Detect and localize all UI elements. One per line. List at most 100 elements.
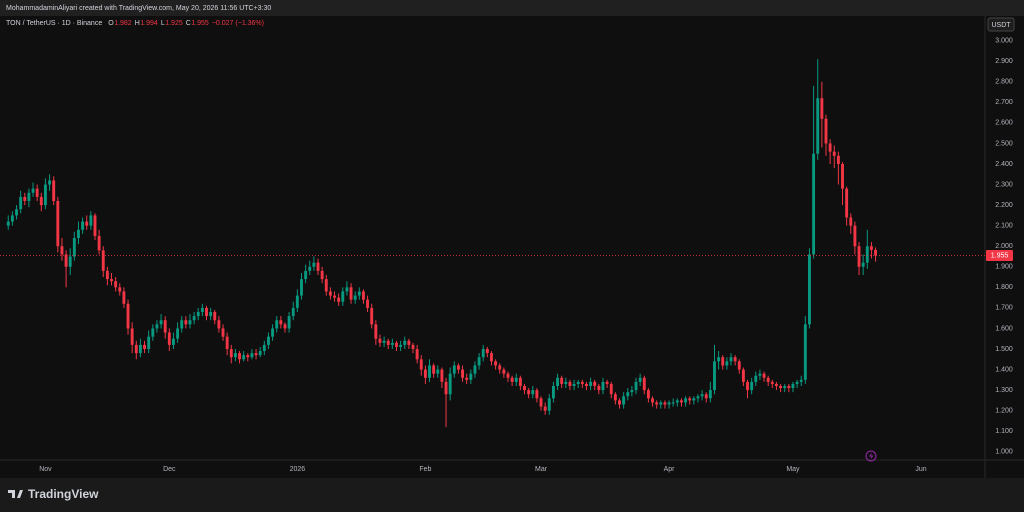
candle-body bbox=[10, 215, 14, 222]
candle-body bbox=[758, 373, 762, 376]
event-bolt bbox=[869, 452, 874, 460]
candle-body bbox=[700, 394, 704, 397]
candle-body bbox=[403, 340, 407, 345]
y-tick-label: 1.300 bbox=[995, 387, 1013, 394]
y-tick-label: 1.200 bbox=[995, 408, 1013, 415]
candle-body bbox=[238, 353, 241, 360]
x-tick-label: Feb bbox=[419, 466, 431, 473]
candle-body bbox=[857, 246, 861, 267]
candle-body bbox=[399, 344, 403, 347]
brand-name: TradingView bbox=[28, 487, 99, 501]
logo-mark bbox=[8, 490, 23, 498]
candle-body bbox=[64, 254, 68, 267]
candle-body bbox=[609, 383, 613, 395]
candle-body bbox=[874, 249, 878, 256]
candle-body bbox=[138, 344, 142, 354]
legend-value: 1.925 bbox=[165, 20, 183, 27]
candle-body bbox=[35, 188, 39, 197]
candle-body bbox=[812, 153, 816, 255]
event-icon[interactable] bbox=[865, 450, 877, 462]
currency-box[interactable] bbox=[987, 17, 1015, 32]
candle-body bbox=[143, 344, 146, 349]
legend-change: −0.027 (−1.36%) bbox=[212, 20, 264, 27]
candle-body bbox=[741, 369, 745, 382]
candle-body bbox=[498, 365, 502, 370]
x-tick-label: Apr bbox=[664, 466, 676, 473]
candle-body bbox=[667, 402, 671, 405]
candle-body bbox=[535, 390, 539, 399]
candle-body bbox=[808, 254, 811, 325]
candle-body bbox=[766, 377, 770, 382]
candle-body bbox=[52, 180, 56, 201]
candle-body bbox=[225, 336, 229, 349]
candle-body bbox=[663, 402, 667, 405]
legend-key: O bbox=[108, 20, 114, 27]
candle-body bbox=[432, 365, 436, 374]
candle-body bbox=[613, 394, 617, 401]
candle-body bbox=[221, 328, 225, 337]
candle-body bbox=[634, 381, 638, 391]
candle-body bbox=[713, 361, 716, 391]
candle-body bbox=[43, 184, 47, 206]
candle-body bbox=[845, 188, 849, 218]
candle-body bbox=[411, 344, 415, 349]
legend-key: H bbox=[135, 20, 140, 27]
candle-body bbox=[551, 386, 555, 399]
candle-body bbox=[605, 381, 609, 384]
candle-body bbox=[861, 262, 865, 267]
candle-body bbox=[328, 291, 332, 296]
candle-body bbox=[101, 250, 105, 271]
candle-body bbox=[176, 328, 180, 339]
candle-body bbox=[572, 383, 576, 386]
candle-body bbox=[436, 369, 440, 374]
last-price-box bbox=[986, 249, 1013, 261]
legend-key: C bbox=[186, 20, 191, 27]
candle-body bbox=[134, 344, 138, 354]
candle-body bbox=[31, 188, 35, 193]
candle-body bbox=[597, 386, 601, 391]
candle-body bbox=[337, 297, 341, 302]
candle-body bbox=[77, 229, 80, 238]
candle-body bbox=[56, 201, 60, 247]
candle-body bbox=[787, 386, 791, 389]
candle-body bbox=[601, 381, 605, 391]
legend-key: L bbox=[161, 20, 165, 27]
candle-body bbox=[589, 381, 593, 386]
candle-body bbox=[374, 324, 378, 339]
y-tick-label: 1.700 bbox=[995, 305, 1013, 312]
top-bar bbox=[0, 0, 1024, 16]
candle-body bbox=[60, 246, 64, 255]
candle-body bbox=[461, 369, 465, 378]
currency-label[interactable]: USDT bbox=[991, 22, 1011, 29]
candle-body bbox=[481, 349, 485, 358]
candle-body bbox=[114, 281, 118, 288]
candle-body bbox=[527, 390, 531, 395]
candle-body bbox=[704, 394, 708, 399]
candle-body bbox=[733, 357, 737, 362]
candle-body bbox=[205, 307, 208, 317]
candle-body bbox=[836, 155, 840, 164]
candle-body bbox=[172, 338, 175, 345]
candle-body bbox=[271, 328, 275, 337]
x-tick-label: Jun bbox=[915, 466, 926, 473]
candle-body bbox=[242, 355, 246, 360]
candle-body bbox=[448, 373, 452, 395]
candle-body bbox=[353, 295, 357, 300]
candle-body bbox=[452, 365, 456, 374]
y-tick-label: 1.900 bbox=[995, 264, 1013, 271]
candle-body bbox=[23, 196, 27, 201]
candle-body bbox=[539, 398, 543, 407]
x-tick-label: Nov bbox=[39, 466, 52, 473]
candle-body bbox=[159, 320, 163, 325]
candle-body bbox=[192, 316, 196, 321]
legend-value: 1.994 bbox=[140, 20, 158, 27]
candle-body bbox=[147, 336, 151, 349]
candle-body bbox=[564, 381, 568, 384]
candle-body bbox=[312, 262, 316, 267]
candle-body bbox=[692, 398, 696, 401]
candle-body bbox=[828, 143, 832, 152]
candle-body bbox=[502, 369, 506, 374]
candle-body bbox=[774, 383, 778, 386]
candle-body bbox=[196, 312, 200, 317]
